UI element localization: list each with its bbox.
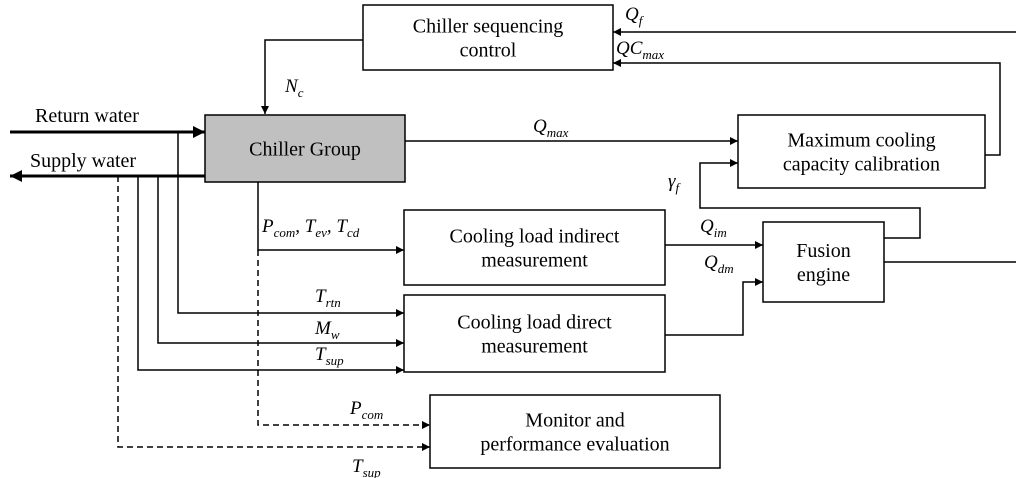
arrow [261, 39, 363, 114]
signal-symbol: T [352, 456, 364, 477]
flow-label: Supply water [30, 150, 136, 172]
block-label: measurement [481, 250, 588, 272]
block-box [204, 114, 406, 183]
block-label: Maximum cooling [787, 130, 935, 152]
signal-symbol: Q [704, 252, 718, 273]
signal-symbol: QC [616, 38, 643, 59]
signal-subscript: ev [315, 225, 327, 240]
connections [10, 28, 1016, 451]
signal-subscript: com [362, 407, 384, 422]
arrow [665, 278, 763, 336]
signal-subscript: dm [718, 261, 734, 276]
signal-symbol: M [314, 318, 332, 339]
signal-label: γf [668, 171, 682, 195]
signal-label: Mw [314, 318, 340, 342]
block-label: Fusion [796, 240, 850, 262]
signal-label: QCmax [616, 38, 664, 62]
signal-subscript: sup [363, 465, 382, 478]
signal-subscript: max [547, 125, 569, 140]
block-box [737, 114, 986, 189]
signal-symbol: Q [700, 216, 714, 237]
arrow [157, 176, 404, 347]
signal-symbol: , T [327, 216, 349, 237]
signal-symbol: Q [533, 116, 547, 137]
block-box [403, 209, 666, 286]
signal-symbol: T [315, 286, 327, 307]
signal-subscript: f [676, 180, 682, 195]
signal-subscript: im [714, 225, 727, 240]
arrow [137, 176, 404, 374]
block-label: engine [797, 264, 850, 286]
block-label: Chiller Group [249, 139, 361, 161]
block-label: Cooling load indirect [450, 226, 620, 248]
signal-symbol: P [261, 216, 274, 237]
arrow [613, 59, 1001, 156]
arrow [117, 176, 430, 451]
signal-symbol: N [284, 76, 299, 97]
signal-symbol: P [349, 398, 362, 419]
signal-label: Trtn [315, 286, 341, 310]
signal-subscript: max [642, 47, 664, 62]
arrow [699, 159, 921, 239]
block-label: measurement [481, 336, 588, 358]
signal-label: Pcom, Tev, Tcd [261, 216, 360, 240]
signal-subscript: w [331, 327, 340, 342]
block-label: performance evaluation [480, 434, 669, 456]
signal-label: Tsup [315, 344, 344, 368]
signal-subscript: com [274, 225, 296, 240]
block-label: Chiller sequencing [413, 16, 564, 38]
signal-label: Tsup [352, 456, 381, 478]
signal-label: Qim [700, 216, 727, 240]
arrow [257, 250, 430, 429]
signal-subscript: rtn [326, 295, 341, 310]
block-box [762, 221, 885, 303]
signal-symbol: T [315, 344, 327, 365]
signal-subscript: f [639, 13, 645, 28]
block-box [429, 394, 721, 469]
signal-label: Nc [284, 76, 304, 100]
signal-subscript: sup [326, 353, 345, 368]
block-label: Monitor and [525, 410, 624, 432]
signal-label: Qmax [533, 116, 569, 140]
signal-symbol: γ [668, 171, 676, 192]
signal-label: Pcom [349, 398, 383, 422]
block: Chiller Group [204, 114, 406, 183]
block-label: Cooling load direct [457, 312, 612, 334]
signal-symbol: , T [295, 216, 317, 237]
block-box [403, 294, 666, 373]
block-box [362, 4, 614, 71]
arrow [177, 132, 404, 317]
signal-label: Qdm [704, 252, 734, 276]
signal-label: Qf [625, 4, 645, 28]
block-label: control [460, 40, 517, 62]
block-label: capacity calibration [783, 154, 940, 176]
signal-subscript: c [298, 85, 304, 100]
signal-subscript: cd [347, 225, 360, 240]
signal-symbol: Q [625, 4, 639, 25]
flow-label: Return water [35, 105, 139, 127]
